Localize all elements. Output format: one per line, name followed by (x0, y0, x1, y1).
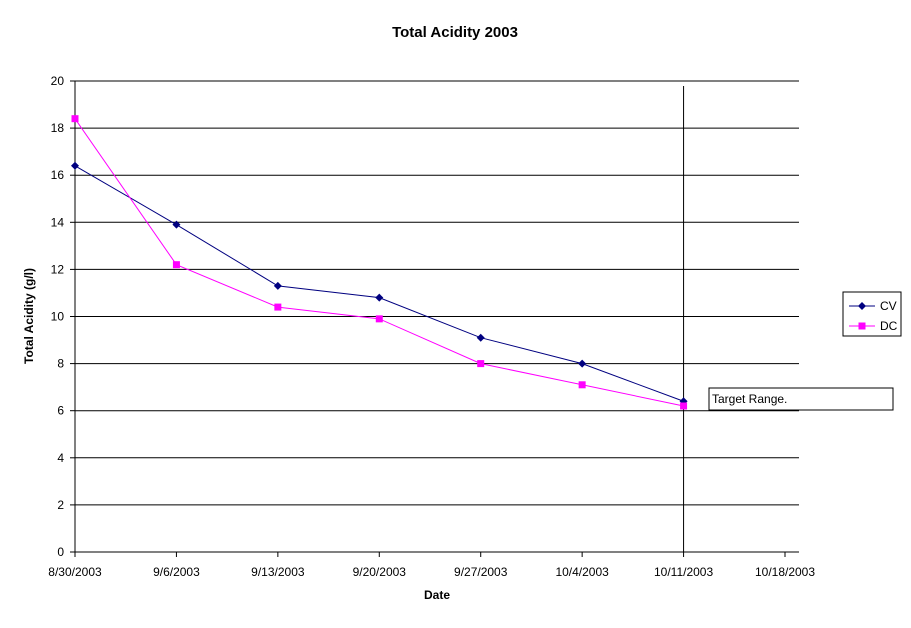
y-tick-label: 4 (57, 451, 64, 465)
series-group (71, 115, 688, 410)
reference-line-group: Target Range. (683, 86, 894, 552)
legend-marker-cv (858, 302, 866, 310)
x-tick-label: 10/11/2003 (654, 565, 713, 579)
data-point-dc (680, 402, 688, 410)
y-tick-label: 16 (51, 168, 65, 182)
gridlines (75, 80, 799, 506)
data-point-dc (477, 360, 485, 368)
legend-marker-dc (858, 322, 866, 330)
annotation-box (708, 387, 894, 411)
data-point-cv (476, 333, 485, 342)
data-point-dc (578, 381, 586, 389)
legend: CV DC (842, 291, 902, 337)
x-tick-label: 10/18/2003 (755, 565, 815, 579)
y-tick-label: 8 (57, 357, 64, 371)
x-tick-label: 10/4/2003 (555, 565, 609, 579)
x-tick-label: 9/20/2003 (353, 565, 407, 579)
y-tick-label: 6 (57, 404, 64, 418)
data-point-dc (274, 303, 282, 311)
y-tick-label: 20 (51, 74, 65, 88)
data-point-cv (578, 359, 587, 368)
x-tick-label: 9/6/2003 (153, 565, 200, 579)
data-point-cv (71, 161, 79, 170)
x-tick-label: 9/13/2003 (251, 565, 305, 579)
annotation-label: Target Range. (712, 392, 787, 406)
x-tick-label: 9/27/2003 (454, 565, 508, 579)
series-cv (71, 161, 688, 406)
data-point-dc (71, 115, 79, 123)
data-point-dc (172, 261, 180, 269)
series-line-dc (74, 118, 684, 407)
chart-title: Total Acidity 2003 (392, 24, 518, 41)
data-point-dc (375, 315, 383, 323)
legend-label-cv: CV (880, 299, 897, 313)
y-tick-label: 14 (51, 215, 65, 229)
axis-ticks: 0 2 4 6 8 10 12 14 16 18 20 8/30/2003 9/6/2003 9/13/2… (48, 74, 815, 579)
data-point-cv (375, 293, 384, 302)
y-axis-label: Total Acidity (g/l) (22, 268, 36, 364)
legend-label-dc: DC (880, 319, 898, 333)
y-tick-label: 12 (51, 262, 65, 276)
data-point-cv (273, 281, 282, 290)
y-tick-label: 2 (57, 498, 64, 512)
data-point-cv (172, 220, 181, 229)
legend-box (842, 291, 902, 337)
series-line-cv (74, 165, 684, 402)
y-tick-label: 10 (51, 310, 65, 324)
x-tick-label: 8/30/2003 (48, 565, 102, 579)
x-axis-label: Date (424, 588, 450, 602)
y-tick-label: 18 (51, 121, 65, 135)
y-tick-label: 0 (57, 545, 64, 559)
series-dc (71, 115, 688, 410)
